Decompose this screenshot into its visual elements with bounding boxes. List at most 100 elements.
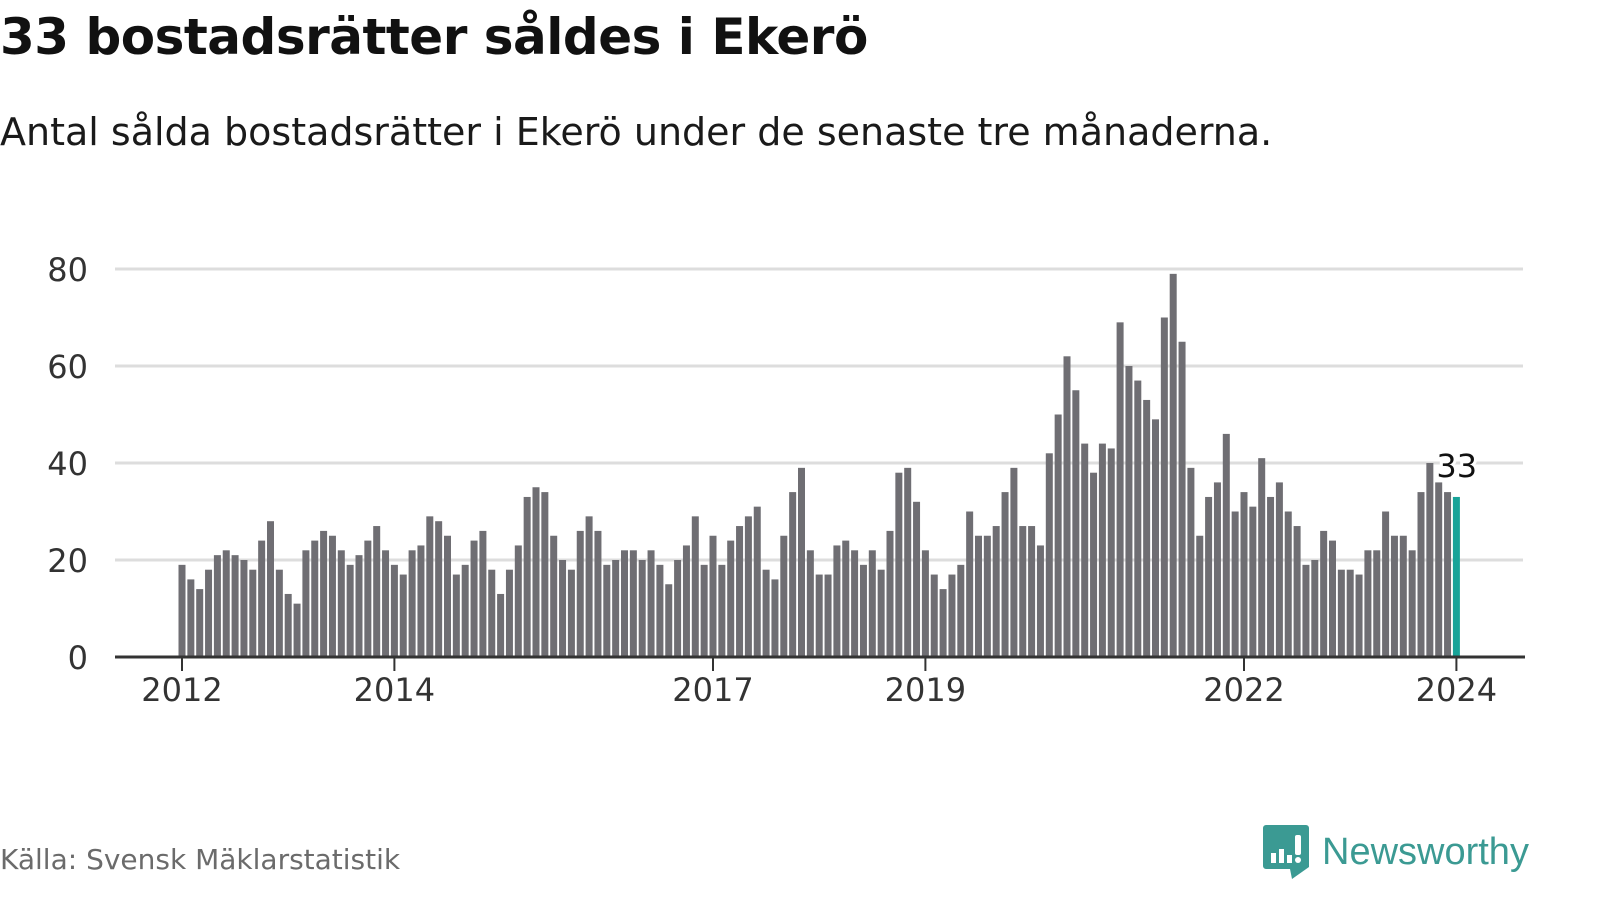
bar xyxy=(497,593,505,657)
bar xyxy=(559,560,567,657)
bar xyxy=(594,530,602,657)
bar xyxy=(957,564,965,657)
x-tick-label: 2017 xyxy=(672,671,753,709)
bar xyxy=(629,550,637,657)
bar xyxy=(514,545,522,657)
newsworthy-logo[interactable]: Newsworthy xyxy=(1262,823,1529,881)
bar xyxy=(1231,511,1239,657)
bar xyxy=(550,535,558,657)
bar xyxy=(311,540,319,657)
y-axis-ticks: 0 20 40 60 80 xyxy=(47,251,88,677)
bar xyxy=(868,550,876,657)
annotation: 33 xyxy=(1433,444,1480,488)
y-tick-label: 80 xyxy=(47,251,88,289)
bar xyxy=(1213,482,1221,657)
bar xyxy=(222,550,230,657)
bar xyxy=(736,526,744,657)
bars xyxy=(178,273,1460,657)
bar xyxy=(966,511,974,657)
bar xyxy=(603,564,611,657)
bar-chart: 0 20 40 60 80 2012 2014 2017 2019 2022 2024 33 xyxy=(47,251,1525,709)
bar xyxy=(1249,506,1257,657)
bar xyxy=(1187,467,1195,657)
y-tick-label: 20 xyxy=(47,542,88,580)
bar xyxy=(390,564,398,657)
bar xyxy=(939,589,947,657)
bar xyxy=(267,521,274,657)
bar xyxy=(930,574,938,657)
bar xyxy=(983,535,991,657)
bar xyxy=(1107,448,1115,657)
bar xyxy=(1205,496,1213,657)
bar xyxy=(1302,564,1310,657)
bar xyxy=(452,574,460,657)
bar xyxy=(1036,545,1044,657)
bar xyxy=(647,550,655,657)
x-tick-label: 2019 xyxy=(885,671,966,709)
bar xyxy=(1045,453,1053,657)
bar xyxy=(727,540,735,657)
bar xyxy=(187,579,195,657)
bar xyxy=(382,550,390,657)
bar xyxy=(1337,569,1345,657)
bar xyxy=(665,584,673,657)
bar xyxy=(1373,550,1381,657)
bar xyxy=(1169,273,1177,657)
bar xyxy=(1028,526,1036,657)
gridlines xyxy=(115,267,1523,562)
bar xyxy=(373,526,381,657)
bar xyxy=(417,545,425,657)
bar xyxy=(753,506,761,657)
bar xyxy=(842,540,850,657)
bar xyxy=(1240,492,1248,657)
bar xyxy=(1417,492,1425,657)
bar xyxy=(1143,399,1151,657)
bar xyxy=(762,569,770,657)
bar xyxy=(815,574,823,657)
bar xyxy=(1364,550,1372,657)
bar xyxy=(328,535,336,657)
bar xyxy=(656,564,664,657)
bar xyxy=(576,530,584,657)
bar xyxy=(1134,380,1142,657)
bar xyxy=(196,589,204,657)
bar xyxy=(585,516,593,657)
bar xyxy=(1081,443,1089,657)
bar xyxy=(1284,511,1292,657)
bar xyxy=(1098,443,1106,657)
bar xyxy=(1072,390,1080,657)
bar xyxy=(1001,492,1009,657)
bar xyxy=(346,564,354,657)
bar xyxy=(567,569,575,657)
bar xyxy=(505,569,513,657)
bar xyxy=(1160,317,1168,657)
x-tick-label: 2022 xyxy=(1203,671,1284,709)
bar xyxy=(612,560,620,657)
bar xyxy=(674,560,682,657)
chart-title: 33 bostadsrätter såldes i Ekerö xyxy=(0,8,868,66)
x-axis-ticks: 2012 2014 2017 2019 2022 2024 xyxy=(141,657,1497,709)
bar xyxy=(293,603,301,657)
bar xyxy=(824,574,832,657)
bar xyxy=(1346,569,1354,657)
bar xyxy=(621,550,628,657)
bar xyxy=(700,564,708,657)
bar xyxy=(240,560,248,657)
bar-highlight xyxy=(1452,496,1460,657)
newsworthy-logo-icon xyxy=(1263,825,1309,879)
bar xyxy=(1019,526,1027,657)
bar xyxy=(178,564,186,657)
bar xyxy=(1426,463,1434,657)
last-value-label: 33 xyxy=(1436,447,1477,485)
bar xyxy=(408,550,416,657)
bar xyxy=(859,564,867,657)
bar xyxy=(744,516,752,657)
bar xyxy=(682,545,690,657)
newsworthy-logo-text: Newsworthy xyxy=(1322,830,1529,873)
bar xyxy=(789,492,797,657)
bar xyxy=(284,593,292,657)
bar xyxy=(1010,467,1018,657)
bar xyxy=(1275,482,1283,657)
bar xyxy=(718,564,726,657)
bar xyxy=(470,540,478,657)
